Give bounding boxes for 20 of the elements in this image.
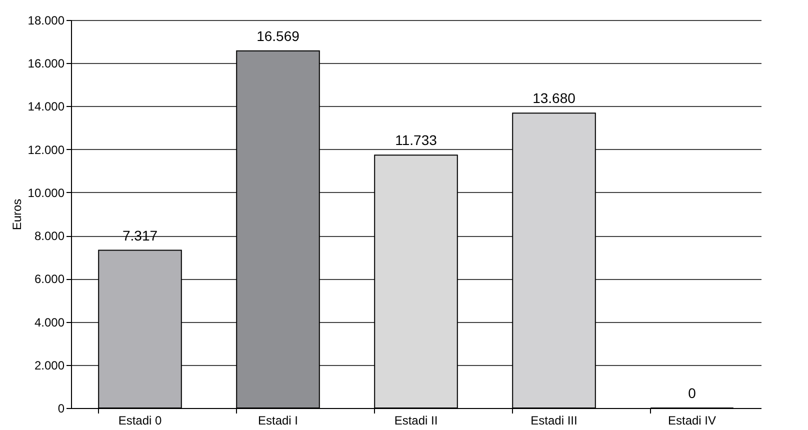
data-label: 13.680 <box>532 90 576 106</box>
y-tick-label: 0 <box>58 402 65 416</box>
y-tick-label: 12.000 <box>28 142 65 157</box>
data-label: 16.569 <box>256 28 300 44</box>
y-tick-label: 2.000 <box>34 358 65 372</box>
x-tick-label: Estadi I <box>258 414 298 428</box>
y-tick-label: 4.000 <box>34 315 65 330</box>
x-tick-label: Estadi III <box>530 414 578 428</box>
y-tick-label: 14.000 <box>28 100 65 114</box>
y-tick-label: 10.000 <box>28 186 65 200</box>
x-tick-label: Estadi II <box>394 414 438 428</box>
y-axis-title: Euros <box>10 198 24 230</box>
y-tick-label: 18.000 <box>28 14 65 28</box>
y-tick-label: 16.000 <box>28 56 65 71</box>
data-label: 0 <box>688 385 696 401</box>
x-tick-label: Estadi IV <box>668 414 716 428</box>
y-tick-label: 6.000 <box>34 272 65 286</box>
data-label: 11.733 <box>395 132 438 148</box>
x-tick-label: Estadi 0 <box>118 414 162 428</box>
y-tick-label: 8.000 <box>34 229 65 244</box>
